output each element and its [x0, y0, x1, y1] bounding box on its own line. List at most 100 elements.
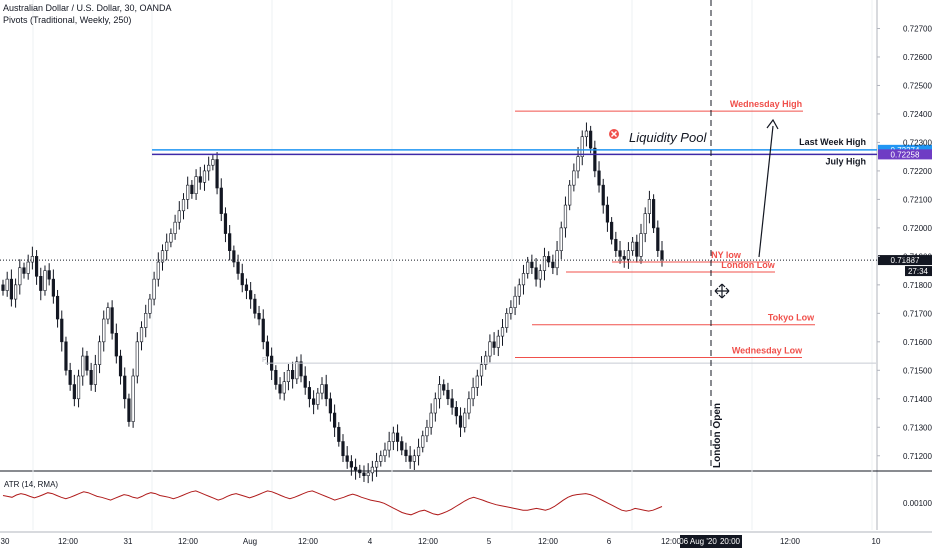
candle-body: [55, 295, 60, 320]
candle-body: [253, 298, 257, 314]
candle-body: [568, 184, 572, 206]
candle-body: [89, 370, 93, 385]
candle-body: [34, 256, 39, 277]
candle-body: [521, 273, 526, 286]
candle-body: [291, 370, 295, 380]
candle-body: [186, 184, 190, 200]
price-tick-label: 0.71900: [903, 252, 932, 261]
candle-body: [261, 318, 265, 343]
candle-body: [643, 213, 647, 234]
candle-body: [538, 270, 542, 280]
candle-body: [622, 256, 626, 260]
time-highlight-time: 20:00: [720, 537, 741, 546]
candle-body: [43, 270, 47, 291]
current-price-badge: 0.71887: [891, 256, 920, 265]
atr-label: ATR (14, RMA): [4, 480, 58, 489]
price-tick-label: 0.72400: [903, 110, 932, 119]
candle-body: [605, 204, 610, 223]
wednesday-high-label: Wednesday High: [730, 99, 802, 109]
candle-body: [542, 256, 547, 271]
candle-body: [219, 187, 223, 214]
candle-body: [194, 176, 198, 194]
july-high-badge: 0.72258: [891, 150, 920, 159]
candle-body: [76, 375, 81, 400]
time-tick-label: 10: [872, 537, 881, 546]
candle-body: [412, 455, 416, 462]
candle-body: [223, 213, 228, 234]
candle-body: [404, 449, 408, 457]
time-highlight-bg: [680, 535, 742, 548]
candle-body: [51, 278, 55, 297]
candle-body: [626, 250, 631, 260]
candle-body: [454, 407, 458, 417]
candle-body: [1, 284, 5, 291]
candle-body: [295, 361, 299, 380]
candle-body: [437, 384, 442, 400]
time-axis: 30 12:00 31 12:00 Aug 12:00 4 12:00 5 12:00 6 12:00…: [1, 535, 881, 548]
candle-body: [312, 398, 316, 405]
wednesday-low-label: Wednesday Low: [732, 345, 803, 355]
candle-body: [173, 221, 177, 234]
candle-body: [97, 341, 102, 365]
chart-title: Australian Dollar / U.S. Dollar, 30, OAN…: [3, 3, 172, 13]
candle-body: [169, 233, 173, 243]
candle-body: [18, 267, 22, 286]
candle-body: [551, 261, 555, 269]
candle-body: [160, 250, 165, 263]
candle-body: [496, 335, 500, 348]
candle-body: [240, 273, 244, 286]
time-tick-label: 12:00: [661, 537, 682, 546]
candle-body: [316, 392, 320, 405]
liquidity-pool-label: Liquidity Pool: [629, 130, 707, 145]
tokyo-low-label: Tokyo Low: [768, 313, 815, 323]
candle-body: [93, 364, 97, 385]
candle-body: [610, 221, 614, 240]
price-tick-label: 0.71300: [903, 423, 932, 432]
july-high-label: July High: [825, 156, 866, 166]
candle-body: [345, 455, 349, 462]
candle-body: [479, 364, 484, 377]
price-axis-labels: 0.72700 0.72600 0.72500 0.72400 0.72300 0.722…: [877, 24, 932, 461]
candle-body: [383, 449, 387, 457]
pivot-marker: P: [262, 357, 267, 364]
close-x-icon: [610, 130, 618, 138]
candle-body: [320, 384, 324, 394]
candle-body: [442, 384, 446, 391]
candle-body: [152, 278, 156, 300]
candle-body: [236, 261, 240, 274]
candle-body: [181, 199, 186, 212]
candle-body: [656, 227, 660, 251]
candle-body: [589, 130, 593, 149]
price-tick-label: 0.72000: [903, 224, 932, 233]
candle-body: [635, 241, 639, 257]
candle-body: [379, 455, 383, 462]
time-tick-label: 31: [124, 537, 133, 546]
candle-body: [647, 199, 652, 214]
candle-body: [26, 261, 30, 274]
candle-body: [232, 250, 236, 263]
time-tick-label: 12:00: [538, 537, 559, 546]
candle-body: [458, 415, 463, 428]
price-tick-label: 0.72200: [903, 167, 932, 176]
price-tick-label: 0.71500: [903, 366, 932, 375]
candle-body: [614, 238, 618, 251]
candle-body: [286, 370, 291, 382]
candle-body: [400, 441, 404, 451]
candle-body: [366, 472, 370, 476]
candle-body: [215, 159, 219, 189]
candle-body: [148, 298, 152, 314]
candle-body: [249, 290, 253, 300]
candle-body: [156, 261, 160, 280]
candle-body: [47, 270, 51, 280]
price-tick-label: 0.72700: [903, 24, 932, 33]
london-open-label: London Open: [712, 403, 723, 468]
candle-body: [421, 435, 425, 448]
atr-value-label: 0.00100: [903, 499, 932, 508]
time-tick-label: 5: [487, 537, 492, 546]
london-low-label: London Low: [721, 260, 775, 270]
ny-low-label: NY low: [711, 250, 742, 260]
candle-body: [593, 147, 597, 172]
price-tick-label: 0.72600: [903, 53, 932, 62]
